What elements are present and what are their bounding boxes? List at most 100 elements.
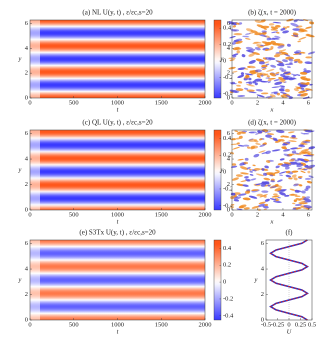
vortex-blob	[243, 161, 249, 165]
vortex-blob	[266, 37, 272, 41]
vortex-blob	[293, 199, 298, 203]
vortex-blob	[284, 194, 290, 197]
vortex-blob	[255, 89, 263, 92]
vortex-blob	[296, 147, 303, 150]
vortex-blob	[292, 202, 296, 205]
vortex-blob	[292, 74, 299, 77]
vortex-blob	[289, 159, 295, 162]
vortex-blob	[287, 131, 295, 134]
vortex-blob	[276, 185, 283, 188]
vortex-blob	[274, 188, 282, 192]
vortex-blob	[307, 153, 315, 156]
x-tick-label: 0	[287, 321, 290, 328]
vortex-blob	[279, 192, 286, 196]
colorbar-tick-label: -0.4	[223, 90, 234, 97]
vortex-blob	[285, 95, 294, 98]
x-tick-label: -0.25	[271, 321, 285, 328]
vortex-blob	[248, 91, 257, 94]
vortex-blob	[263, 61, 270, 64]
vortex-blob	[300, 132, 306, 135]
vortex-blob	[277, 138, 285, 142]
vortex-blob	[304, 61, 313, 65]
y-tick-label: 0	[227, 206, 230, 213]
vortex-blob	[295, 207, 302, 210]
y-tick-label: 2	[261, 291, 264, 298]
x-tick-label: 1500	[155, 99, 168, 106]
x-axis-label: U	[287, 328, 293, 335]
vortex-blob	[279, 174, 283, 176]
vortex-blob	[265, 63, 270, 66]
vortex-blob	[270, 180, 275, 183]
vortex-blob	[275, 73, 280, 76]
transient	[30, 240, 40, 320]
x-tick-label: 1500	[155, 321, 168, 328]
vortex-blob	[251, 189, 259, 191]
vortex-blob	[246, 49, 251, 52]
vortex-blob	[236, 84, 241, 87]
vortex-blob	[300, 93, 308, 97]
vortex-blob	[237, 158, 244, 161]
vortex-blob	[308, 146, 316, 150]
vortex-blob	[264, 198, 270, 202]
y-tick-label: 6	[227, 20, 231, 27]
vortex-blob	[306, 164, 316, 169]
panel-title: (c) QL U(y, t) , ε/εc,s=20	[82, 119, 153, 127]
vortex-blob	[232, 25, 236, 28]
colorbar-tick-label: -0.2	[223, 295, 233, 302]
vortex-blob	[303, 158, 310, 162]
vortex-blob	[273, 171, 280, 174]
vortex-blob	[273, 193, 278, 196]
vortex-blob	[300, 148, 310, 153]
vortex-blob	[262, 205, 269, 209]
vortex-blob	[246, 146, 251, 149]
vortex-blob	[296, 162, 302, 166]
vortex-blob	[282, 71, 291, 75]
vortex-blob	[288, 58, 293, 62]
vortex-blob	[290, 193, 295, 196]
x-tick-label: 0	[230, 99, 233, 106]
vortex-blob	[293, 58, 301, 62]
vortex-blob	[258, 150, 266, 153]
x-tick-label: 0	[28, 99, 31, 106]
x-tick-label: 0	[230, 211, 233, 218]
vortex-blob	[280, 91, 287, 95]
vortex-blob	[304, 177, 312, 180]
vortex-blob	[247, 65, 256, 69]
vortex-blob	[256, 75, 261, 78]
vortex-blob	[287, 43, 291, 47]
colorbar	[213, 239, 222, 321]
vortex-blob	[256, 24, 265, 28]
vortex-blob	[231, 163, 237, 166]
vortex-blob	[233, 199, 239, 202]
colorbar-tick-label: 0	[223, 58, 226, 65]
colorbar-tick-label: 0.4	[223, 245, 232, 252]
vortex-blob	[283, 153, 290, 157]
x-tick-label: 1500	[155, 211, 168, 218]
vortex-blob	[297, 176, 303, 179]
vortex-blob	[236, 142, 240, 145]
vortex-blob	[261, 181, 268, 183]
colorbar-tick-label: 0.4	[223, 135, 232, 142]
y-tick-label: 4	[261, 266, 265, 273]
x-tick-label: 2	[256, 99, 259, 106]
colorbar-tick-label: 0	[223, 279, 226, 286]
vortex-blob	[244, 176, 249, 179]
colorbar-tick-label: 0.2	[223, 41, 231, 48]
vortex-blob	[269, 174, 274, 177]
vortex-blob	[260, 130, 266, 133]
vortex-blob	[288, 140, 297, 142]
vortex-blob	[263, 172, 268, 176]
vortex-blob	[270, 186, 277, 188]
vortex-blob	[231, 177, 239, 181]
vortex-blob	[294, 61, 298, 63]
vortex-blob	[268, 23, 275, 26]
vortex-blob	[270, 91, 278, 94]
panel-title: (f)	[286, 229, 294, 237]
vortex-blob	[293, 183, 299, 187]
vortex-blob	[278, 171, 288, 174]
vortex-blob	[257, 203, 265, 208]
vortex-blob	[244, 73, 253, 76]
panel-title: (d) ζ(x, t = 2000)	[248, 119, 297, 127]
vortex-blob	[304, 188, 309, 192]
